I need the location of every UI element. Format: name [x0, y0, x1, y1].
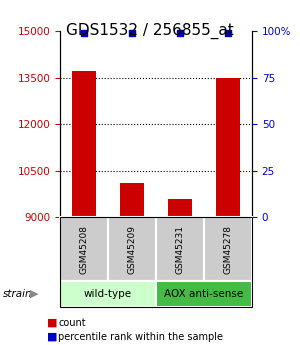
Text: GDS1532 / 256855_at: GDS1532 / 256855_at [66, 22, 234, 39]
Bar [168, 199, 192, 217]
Bar [216, 78, 240, 217]
Text: count: count [58, 318, 86, 327]
Text: AOX anti-sense: AOX anti-sense [164, 289, 244, 299]
Bar [72, 71, 96, 217]
Text: GSM45209: GSM45209 [128, 225, 136, 274]
Point [226, 30, 230, 36]
Text: wild-type: wild-type [84, 289, 132, 299]
Text: ■: ■ [46, 318, 57, 327]
Text: GSM45278: GSM45278 [224, 225, 232, 274]
Text: ■: ■ [46, 332, 57, 342]
Point [178, 30, 182, 36]
Text: strain: strain [3, 289, 33, 299]
Point [82, 30, 86, 36]
Text: percentile rank within the sample: percentile rank within the sample [58, 332, 224, 342]
Point [130, 30, 134, 36]
Text: ▶: ▶ [30, 289, 39, 299]
Text: GSM45208: GSM45208 [80, 225, 88, 274]
Bar [120, 183, 144, 217]
Text: GSM45231: GSM45231 [176, 225, 184, 274]
